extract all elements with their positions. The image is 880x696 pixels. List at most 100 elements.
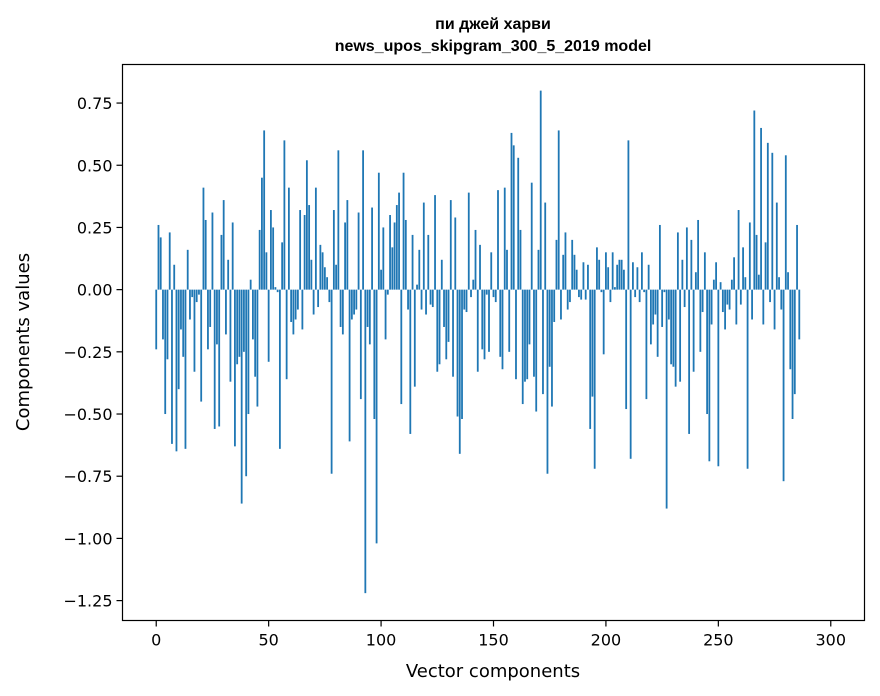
bar-70: [312, 289, 315, 315]
bar-266: [753, 110, 756, 290]
bar-39: [243, 289, 245, 352]
bar-244: [703, 252, 706, 290]
bar-119: [422, 202, 425, 290]
bar-42: [249, 279, 252, 290]
bar-197: [598, 259, 601, 290]
bar-265: [751, 289, 753, 320]
bar-68: [308, 205, 311, 290]
bar-256: [730, 279, 733, 290]
bar-277: [778, 277, 780, 290]
bar-185: [571, 239, 574, 290]
y-axis-label: Components values: [13, 253, 34, 431]
bar-280: [784, 155, 787, 290]
bar-228: [667, 289, 670, 320]
bar-31: [225, 289, 227, 335]
bar-211: [629, 289, 632, 459]
bar-174: [546, 289, 549, 474]
bar-167: [530, 182, 533, 290]
bar-285: [796, 224, 798, 290]
plot-frame: [121, 63, 866, 622]
bar-115: [413, 289, 416, 387]
x-tick-label: 50: [258, 631, 278, 650]
bar-19: [198, 289, 200, 295]
bar-86: [348, 289, 351, 442]
bar-87: [350, 289, 353, 320]
bar-63: [296, 289, 299, 310]
bar-181: [562, 254, 565, 290]
bar-276: [775, 202, 778, 290]
bar-124: [434, 195, 436, 290]
bar-216: [641, 252, 643, 290]
bar-120: [425, 289, 427, 315]
bar-194: [591, 289, 594, 397]
bar-83: [341, 289, 344, 335]
bar-165: [526, 289, 529, 380]
bar-233: [679, 289, 682, 382]
bar-6: [168, 232, 171, 290]
bar-25: [211, 212, 214, 290]
y-tick-label: −0.75: [63, 467, 112, 486]
bar-274: [771, 152, 774, 290]
bar-161: [517, 157, 520, 290]
bar-226: [663, 289, 666, 293]
bar-118: [420, 289, 423, 310]
bar-283: [791, 289, 794, 419]
bar-20: [200, 289, 203, 402]
bar-261: [742, 247, 744, 290]
bar-57: [283, 140, 286, 290]
bar-203: [611, 252, 614, 290]
bar-191: [584, 289, 587, 300]
bar-240: [694, 272, 697, 290]
x-tick-label: 250: [703, 631, 734, 650]
bar-155: [503, 187, 506, 290]
bar-24: [209, 289, 212, 327]
bar-250: [717, 289, 720, 467]
bar-196: [596, 247, 598, 290]
bar-74: [321, 252, 324, 290]
bar-146: [483, 289, 486, 360]
bar-198: [600, 289, 603, 293]
y-tick-label: 0.25: [77, 218, 113, 237]
bar-271: [764, 242, 767, 290]
bar-128: [443, 289, 445, 327]
bar-213: [634, 289, 637, 298]
bar-35: [234, 289, 236, 447]
bar-94: [366, 289, 369, 327]
bar-123: [431, 289, 434, 308]
bar-255: [728, 289, 731, 310]
bar-84: [344, 222, 346, 290]
bar-54: [276, 289, 279, 293]
bar-2: [159, 237, 162, 290]
bar-96: [371, 207, 373, 290]
bar-65: [301, 289, 304, 330]
bar-4: [164, 289, 167, 415]
bar-117: [418, 249, 421, 290]
bar-162: [519, 229, 522, 290]
bar-127: [440, 259, 443, 290]
bar-172: [542, 289, 544, 395]
bar-133: [454, 217, 457, 290]
bar-268: [757, 274, 760, 290]
bar-77: [328, 289, 331, 303]
bar-249: [715, 262, 717, 290]
bar-108: [398, 192, 400, 290]
bar-52: [272, 227, 275, 290]
bar-214: [636, 267, 639, 290]
bar-116: [416, 284, 418, 290]
bar-81: [337, 150, 340, 290]
bar-114: [411, 234, 414, 290]
bar-278: [780, 289, 783, 310]
bar-46: [258, 229, 261, 290]
bar-186: [573, 254, 576, 290]
bar-73: [319, 244, 322, 290]
bar-103: [386, 289, 389, 295]
bar-259: [737, 210, 740, 290]
bar-139: [467, 192, 470, 290]
bar-38: [240, 289, 243, 504]
bar-112: [407, 289, 409, 310]
bar-90: [357, 212, 360, 290]
bar-189: [580, 289, 583, 300]
bar-101: [382, 227, 385, 290]
bar-215: [638, 289, 641, 303]
bar-93: [364, 289, 367, 594]
